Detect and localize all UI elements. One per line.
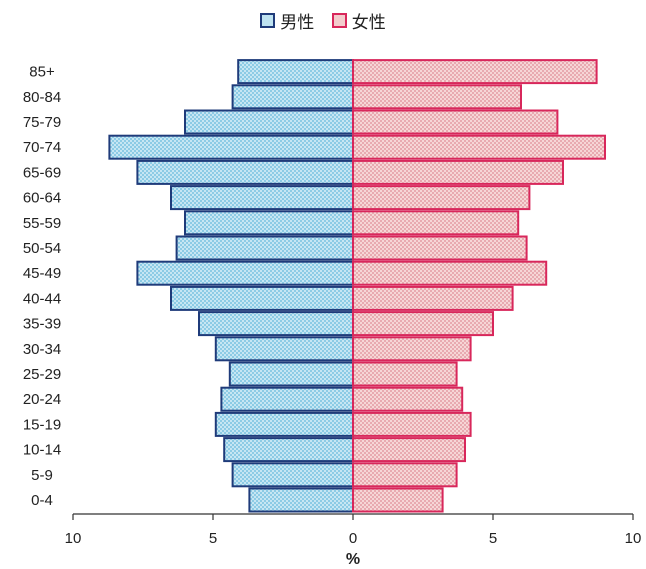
category-label: 15-19 — [23, 416, 61, 433]
bar-female-55-59 — [352, 210, 520, 236]
bar-female-85+ — [352, 59, 598, 85]
bar-male-85+ — [237, 59, 354, 85]
category-label: 30-34 — [23, 341, 61, 358]
bar-female-70-74 — [352, 134, 606, 160]
legend-item-male: 男性 — [260, 8, 314, 33]
x-axis-title: % — [346, 551, 360, 568]
legend: 男性 女性 — [0, 8, 646, 33]
bar-male-50-54 — [175, 235, 354, 261]
bar-female-80-84 — [352, 84, 522, 110]
category-label: 20-24 — [23, 391, 61, 408]
bar-female-15-19 — [352, 411, 472, 437]
bar-male-0-4 — [248, 487, 354, 513]
bar-male-5-9 — [231, 462, 355, 488]
bar-female-0-4 — [352, 487, 444, 513]
bar-female-45-49 — [352, 260, 548, 286]
bar-male-70-74 — [108, 134, 355, 160]
category-label: 75-79 — [23, 114, 61, 131]
bar-male-20-24 — [220, 386, 354, 412]
x-axis: 10 5 0 5 10 — [65, 513, 642, 547]
bar-female-40-44 — [352, 285, 514, 311]
category-label: 80-84 — [23, 89, 61, 106]
category-label: 25-29 — [23, 366, 61, 383]
bar-male-25-29 — [228, 361, 354, 387]
bar-female-35-39 — [352, 311, 494, 337]
bar-male-75-79 — [184, 109, 354, 135]
bar-female-20-24 — [352, 386, 464, 412]
category-label: 85+ — [29, 64, 55, 81]
bar-male-80-84 — [231, 84, 355, 110]
category-label: 40-44 — [23, 290, 61, 307]
category-label: 70-74 — [23, 139, 61, 156]
x-tick-label: 5 — [489, 530, 497, 547]
bar-female-10-14 — [352, 437, 466, 463]
legend-item-female: 女性 — [331, 8, 386, 33]
category-label: 0-4 — [31, 492, 53, 509]
bar-male-35-39 — [198, 311, 354, 337]
x-tick-label: 10 — [65, 530, 82, 547]
category-label: 5-9 — [31, 467, 53, 484]
x-tick-label: 0 — [349, 530, 357, 547]
x-tick-label: 5 — [209, 530, 217, 547]
category-label: 65-69 — [23, 164, 61, 181]
bar-male-30-34 — [214, 336, 354, 362]
category-label: 35-39 — [23, 316, 61, 333]
bar-female-50-54 — [352, 235, 528, 261]
bar-male-55-59 — [184, 210, 354, 236]
category-label: 45-49 — [23, 265, 61, 282]
legend-swatch-male — [260, 13, 276, 28]
bar-female-65-69 — [352, 159, 564, 185]
category-label: 10-14 — [23, 442, 61, 459]
category-label: 60-64 — [23, 190, 61, 207]
legend-label-female: 女性 — [351, 13, 386, 33]
x-tick-label: 10 — [625, 530, 642, 547]
category-labels: 85+ 80-84 75-79 70-74 65-69 60-64 55-59 50-54 45… — [23, 64, 61, 509]
bar-female-25-29 — [352, 361, 458, 387]
bar-female-5-9 — [352, 462, 458, 488]
bars-layer — [108, 59, 606, 513]
bar-male-45-49 — [136, 260, 354, 286]
bar-male-60-64 — [170, 185, 354, 211]
bar-male-15-19 — [214, 411, 354, 437]
legend-swatch-female — [331, 13, 347, 28]
bar-male-10-14 — [223, 437, 354, 463]
bar-female-60-64 — [352, 185, 531, 211]
bar-male-40-44 — [170, 285, 354, 311]
bar-female-30-34 — [352, 336, 472, 362]
legend-label-male: 男性 — [280, 13, 315, 33]
bar-male-65-69 — [136, 159, 354, 185]
bar-female-75-79 — [352, 109, 559, 135]
category-label: 50-54 — [23, 240, 61, 257]
category-label: 55-59 — [23, 215, 61, 232]
